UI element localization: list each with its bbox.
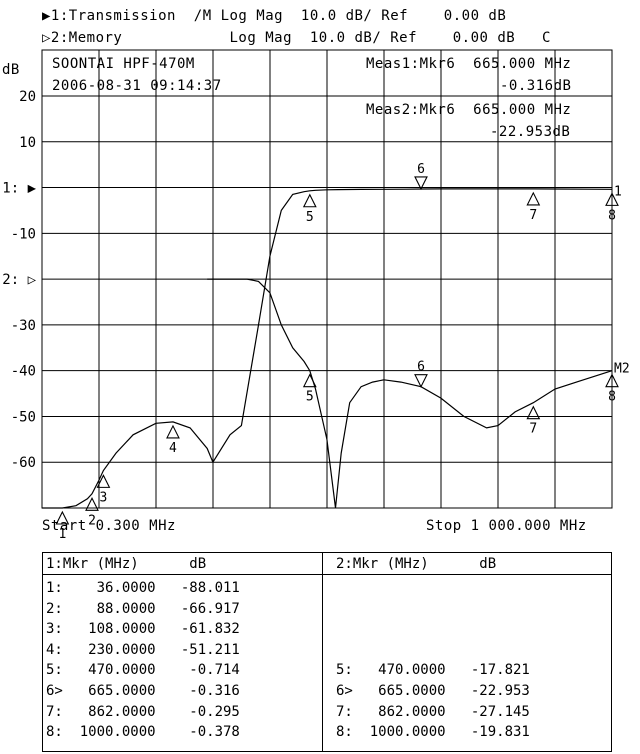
trace2-marker-label: 8 xyxy=(608,390,616,405)
meas2-label: Meas2:Mkr6 665.000 MHz xyxy=(366,102,572,118)
trace2-header: ▷2:Memory Log Mag 10.0 dB/ Ref 0.00 dB C xyxy=(42,30,551,46)
trace2-marker-label: 6 xyxy=(417,360,425,375)
device-title: SOONTAI HPF-470M xyxy=(52,56,195,72)
trace2-marker-row: 8: 1000.0000 -19.831 xyxy=(336,724,530,741)
trace1-marker-label: 7 xyxy=(529,208,537,223)
y-tick-label: -50 xyxy=(11,409,36,425)
y-tick-label: -10 xyxy=(11,226,36,242)
trace1-marker-label: 8 xyxy=(608,208,616,223)
trace1-marker-6 xyxy=(414,176,428,191)
trace1-marker-5 xyxy=(302,193,317,208)
trace1-marker-row: 8: 1000.0000 -0.378 xyxy=(46,724,240,741)
marker-table-header-trace2: 2:Mkr (MHz) dB xyxy=(336,556,497,572)
trace1-marker-4 xyxy=(166,424,180,439)
trace2-marker-5 xyxy=(302,373,317,388)
trace1-marker-row: 3: 108.0000 -61.832 xyxy=(46,621,240,638)
marker-table xyxy=(42,552,612,752)
trace1-marker-label: 2 xyxy=(88,513,96,528)
trace2-marker-row: 5: 470.0000 -17.821 xyxy=(336,662,530,679)
trace2-end-label: M2 xyxy=(614,362,630,377)
datetime: 2006-08-31 09:14:37 xyxy=(52,78,222,94)
trace2-marker-label: 5 xyxy=(306,390,314,405)
trace1-end-label: 1 xyxy=(614,184,622,199)
trace1-marker-1 xyxy=(55,510,70,525)
marker-table-header-trace1: 1:Mkr (MHz) dB xyxy=(46,556,207,572)
trace1-marker-row: 5: 470.0000 -0.714 xyxy=(46,662,240,679)
trace2-marker-row: 6> 665.0000 -22.953 xyxy=(336,683,530,699)
trace2-marker-8 xyxy=(605,373,619,388)
trace1-marker-row: 4: 230.0000 -51.211 xyxy=(46,641,240,658)
series-line-transmission xyxy=(42,188,613,509)
trace2-marker-6 xyxy=(414,374,428,388)
trace2-marker-label: 7 xyxy=(529,422,537,437)
trace1-marker-row: 1: 36.0000 -88.011 xyxy=(46,580,240,596)
trace2-marker-row: 7: 862.0000 -27.145 xyxy=(336,703,530,720)
meas2-value: -22.953dB xyxy=(490,124,571,140)
marker-table-divider xyxy=(322,552,323,752)
trace1-marker-label: 6 xyxy=(417,162,425,177)
trace1-marker-label: 4 xyxy=(169,441,177,456)
marker-table-header-line xyxy=(42,574,612,575)
trace1-marker-row: 7: 862.0000 -0.295 xyxy=(46,703,240,720)
trace1-header: ▶1:Transmission /M Log Mag 10.0 dB/ Ref … xyxy=(42,8,507,24)
y-tick-label: -60 xyxy=(11,455,36,471)
series-line-memory xyxy=(207,278,613,509)
meas1-value: -0.316dB xyxy=(500,78,572,94)
y-tick-label: -40 xyxy=(11,364,36,380)
y-tick-label: 20 xyxy=(19,89,36,105)
trace2-marker-7 xyxy=(526,405,541,420)
y-tick-label: 10 xyxy=(19,135,36,151)
y-tick-label: 2: ▷ xyxy=(2,272,36,288)
trace1-marker-7 xyxy=(526,191,541,206)
trace1-marker-2 xyxy=(85,497,99,511)
start-frequency: Start 0.300 MHz xyxy=(42,518,176,534)
trace1-marker-8 xyxy=(605,192,619,206)
y-tick-label: -30 xyxy=(11,318,36,334)
trace1-marker-label: 1 xyxy=(58,527,66,542)
y-tick-label: 1: ▶ xyxy=(2,181,36,197)
trace1-marker-label: 5 xyxy=(306,210,314,225)
meas1-label: Meas1:Mkr6 665.000 MHz xyxy=(366,56,572,72)
unit-label: dB xyxy=(2,62,20,78)
trace1-marker-row: 6> 665.0000 -0.316 xyxy=(46,683,240,699)
stop-frequency: Stop 1 000.000 MHz xyxy=(426,518,587,534)
trace1-marker-row: 2: 88.0000 -66.917 xyxy=(46,600,240,617)
trace1-marker-3 xyxy=(96,474,111,488)
trace1-marker-label: 3 xyxy=(99,490,107,505)
